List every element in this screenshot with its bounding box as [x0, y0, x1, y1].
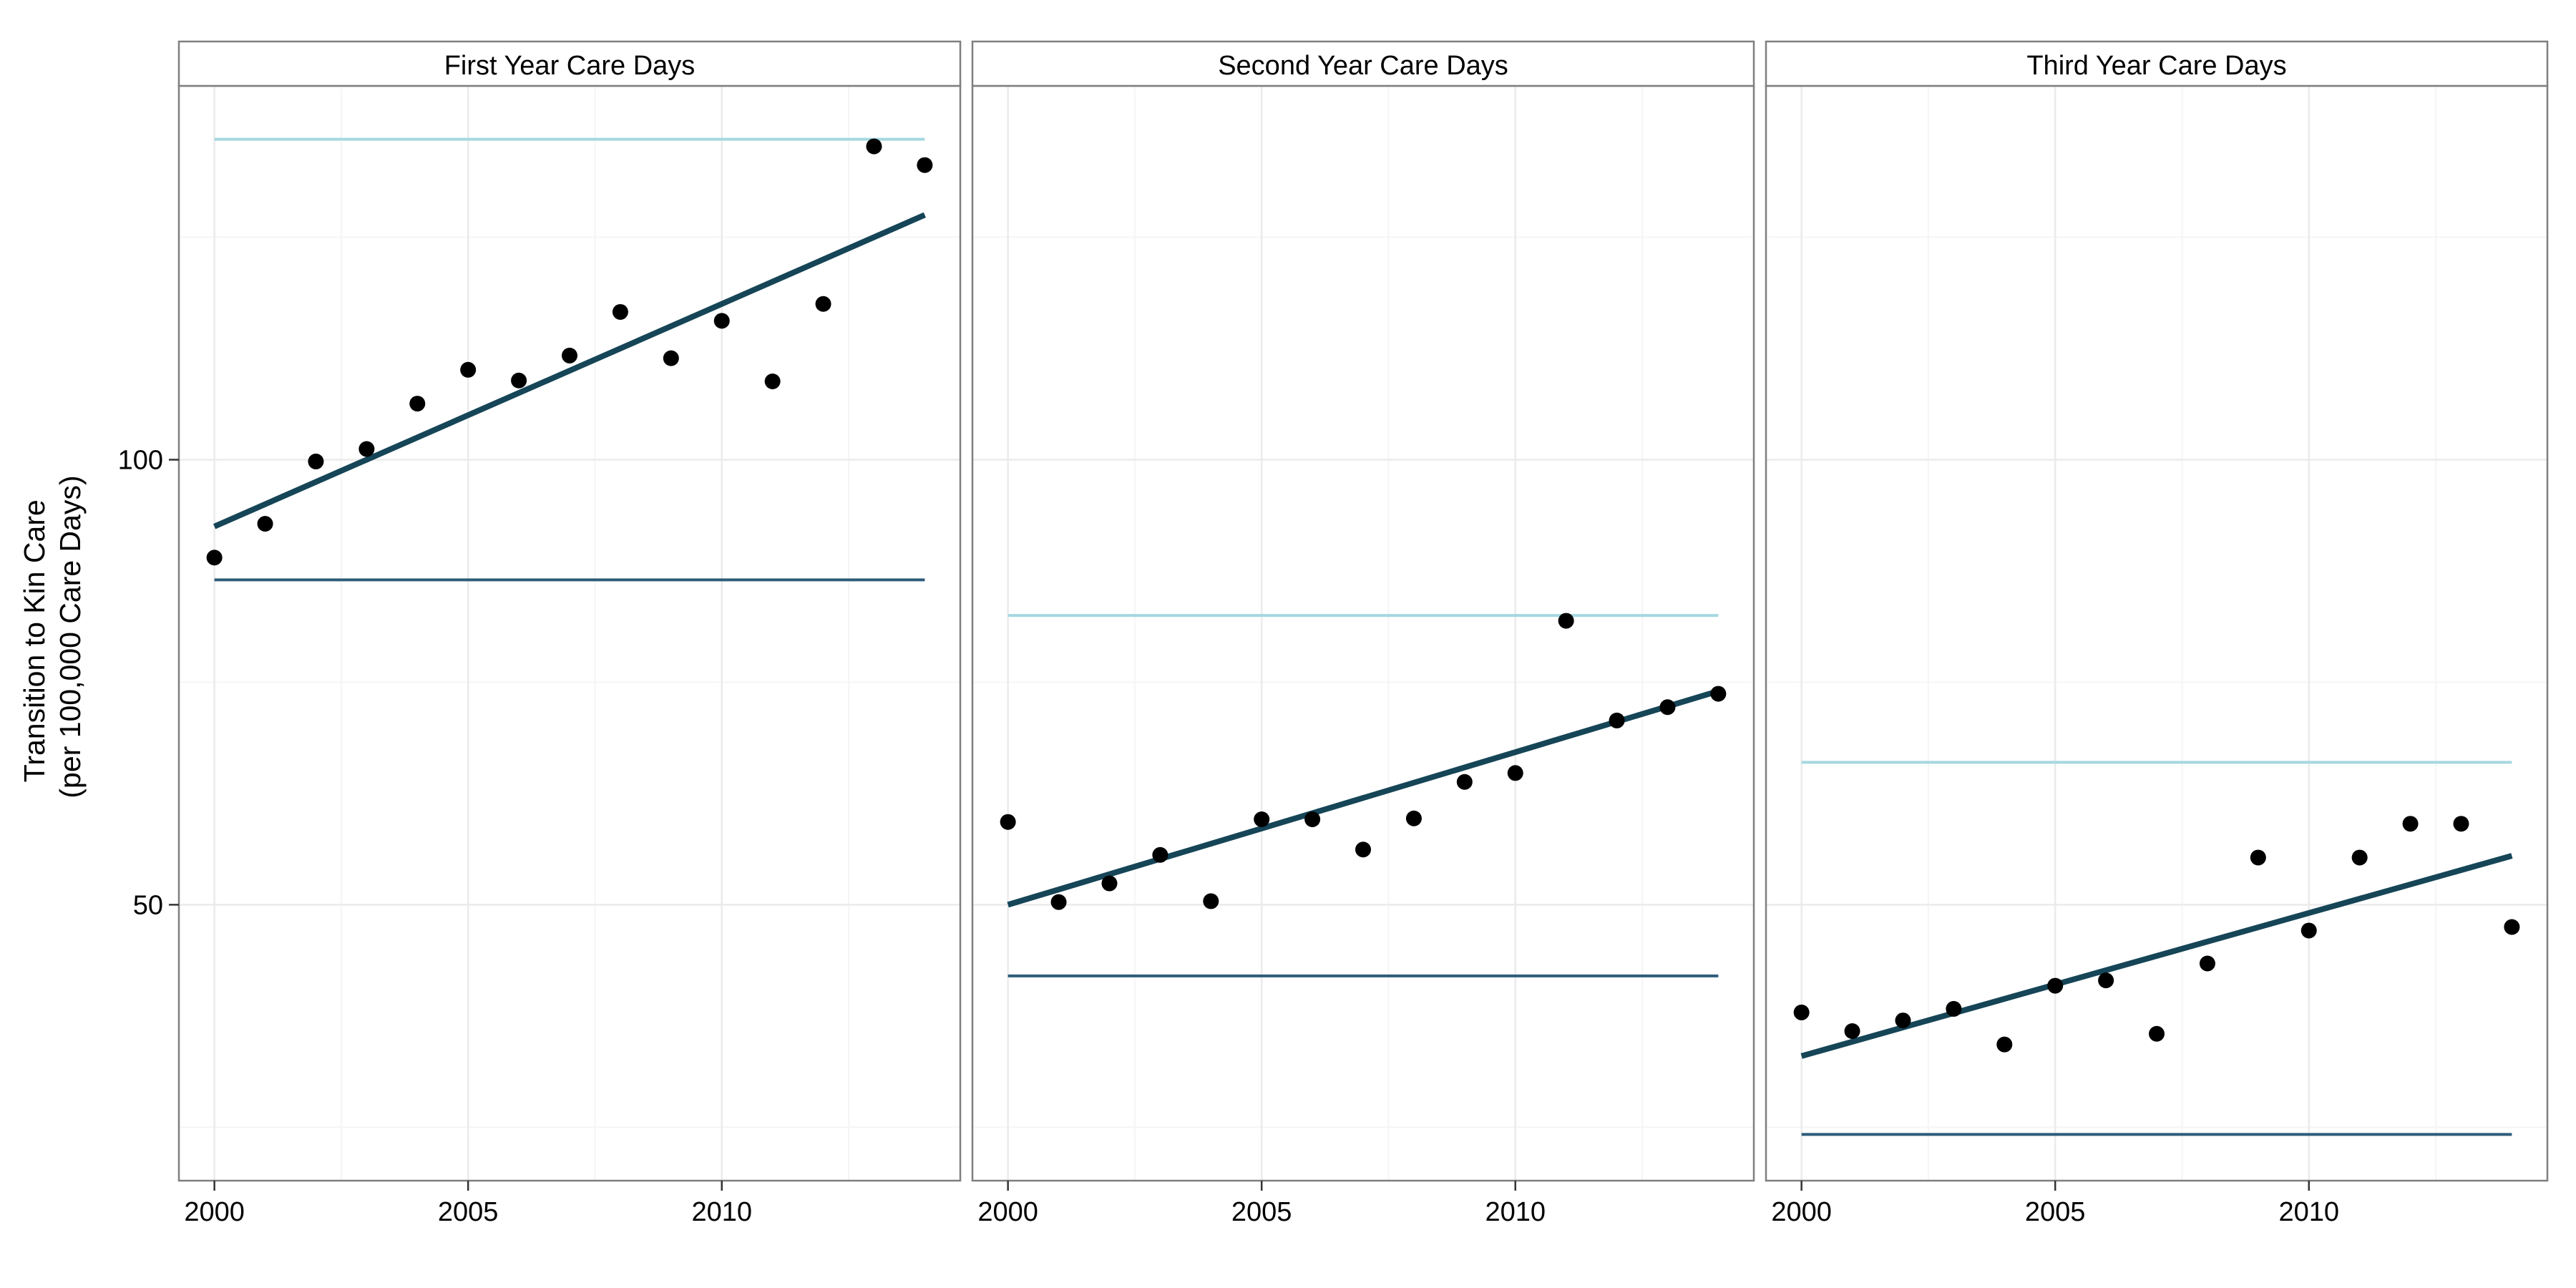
- data-point: [1203, 893, 1219, 909]
- data-point: [1050, 894, 1067, 910]
- x-tick-label: 2000: [1771, 1197, 1832, 1227]
- data-point: [1355, 841, 1371, 858]
- data-point: [815, 296, 831, 312]
- x-tick-label: 2000: [977, 1197, 1038, 1227]
- data-point: [409, 396, 426, 412]
- data-point: [1101, 875, 1118, 892]
- data-point: [1793, 1004, 1810, 1020]
- data-point: [511, 372, 527, 389]
- x-tick-label: 2005: [1231, 1197, 1292, 1227]
- data-point: [2301, 922, 2317, 939]
- data-point: [1710, 686, 1727, 702]
- data-point: [2402, 816, 2419, 832]
- y-axis-title-line2: (per 100,000 Care Days): [54, 475, 87, 798]
- data-point: [1152, 847, 1169, 863]
- data-point: [1000, 814, 1016, 830]
- x-tick-label: 2005: [438, 1197, 499, 1227]
- facet-panel-3: Third Year Care Days: [1765, 40, 2549, 1182]
- data-point: [1946, 1000, 1962, 1017]
- facet-strip: [1765, 40, 2549, 87]
- data-point: [257, 516, 273, 532]
- data-point: [1254, 811, 1270, 827]
- data-point: [2199, 955, 2215, 972]
- data-point: [206, 550, 223, 566]
- data-point: [1895, 1013, 1911, 1029]
- data-point: [713, 313, 730, 329]
- facet-panel-2: Second Year Care Days: [971, 40, 1755, 1182]
- data-point: [358, 441, 375, 457]
- data-point: [612, 303, 628, 320]
- data-point: [1659, 699, 1676, 716]
- data-point: [2098, 972, 2114, 989]
- data-point: [1996, 1036, 2013, 1053]
- facet-title: Second Year Care Days: [1218, 51, 1508, 81]
- x-tick-label: 2000: [184, 1197, 245, 1227]
- data-point: [2047, 977, 2064, 994]
- y-axis-title: Transition to Kin Care (per 100,000 Care…: [18, 475, 87, 798]
- data-point: [1304, 811, 1321, 827]
- y-tick-label: 100: [118, 445, 163, 475]
- trend-line: [1800, 853, 2513, 1059]
- axes: 2000 2005 2010 2000 2005 2010 2000 2005 2010 50 10…: [118, 445, 2339, 1227]
- x-tick-label: 2005: [2025, 1197, 2086, 1227]
- data-point: [2351, 849, 2368, 866]
- data-point: [1405, 810, 1422, 826]
- x-tick-label: 2010: [1485, 1197, 1546, 1227]
- y-axis-title-line1: Transition to Kin Care: [18, 499, 51, 782]
- y-tick-label: 50: [133, 890, 163, 920]
- data-point: [663, 350, 679, 366]
- facet-strip: [971, 40, 1755, 87]
- x-tick-label: 2010: [691, 1197, 752, 1227]
- data-point: [2250, 849, 2266, 866]
- data-point: [917, 157, 933, 173]
- facet-title: Third Year Care Days: [2026, 51, 2286, 81]
- data-point: [1609, 712, 1625, 728]
- data-point: [866, 138, 882, 155]
- data-point: [1558, 613, 1574, 629]
- data-point: [562, 347, 577, 364]
- data-point: [1456, 774, 1473, 790]
- data-point: [764, 373, 781, 389]
- facet-title: First Year Care Days: [444, 51, 696, 81]
- x-tick-label: 2010: [2278, 1197, 2339, 1227]
- data-point: [1507, 765, 1523, 781]
- trend-line: [1007, 688, 1719, 908]
- facet-strip: [177, 40, 962, 87]
- data-point: [2149, 1025, 2165, 1042]
- data-point: [460, 361, 477, 378]
- data-point: [2453, 816, 2469, 832]
- facet-panels: First Year Care Days Second Year Care Day…: [177, 40, 2549, 1182]
- facet-panel-1: First Year Care Days: [177, 40, 962, 1182]
- data-point: [308, 453, 324, 469]
- data-point: [1844, 1023, 1860, 1040]
- trend-line: [213, 212, 926, 530]
- data-point: [2504, 919, 2520, 935]
